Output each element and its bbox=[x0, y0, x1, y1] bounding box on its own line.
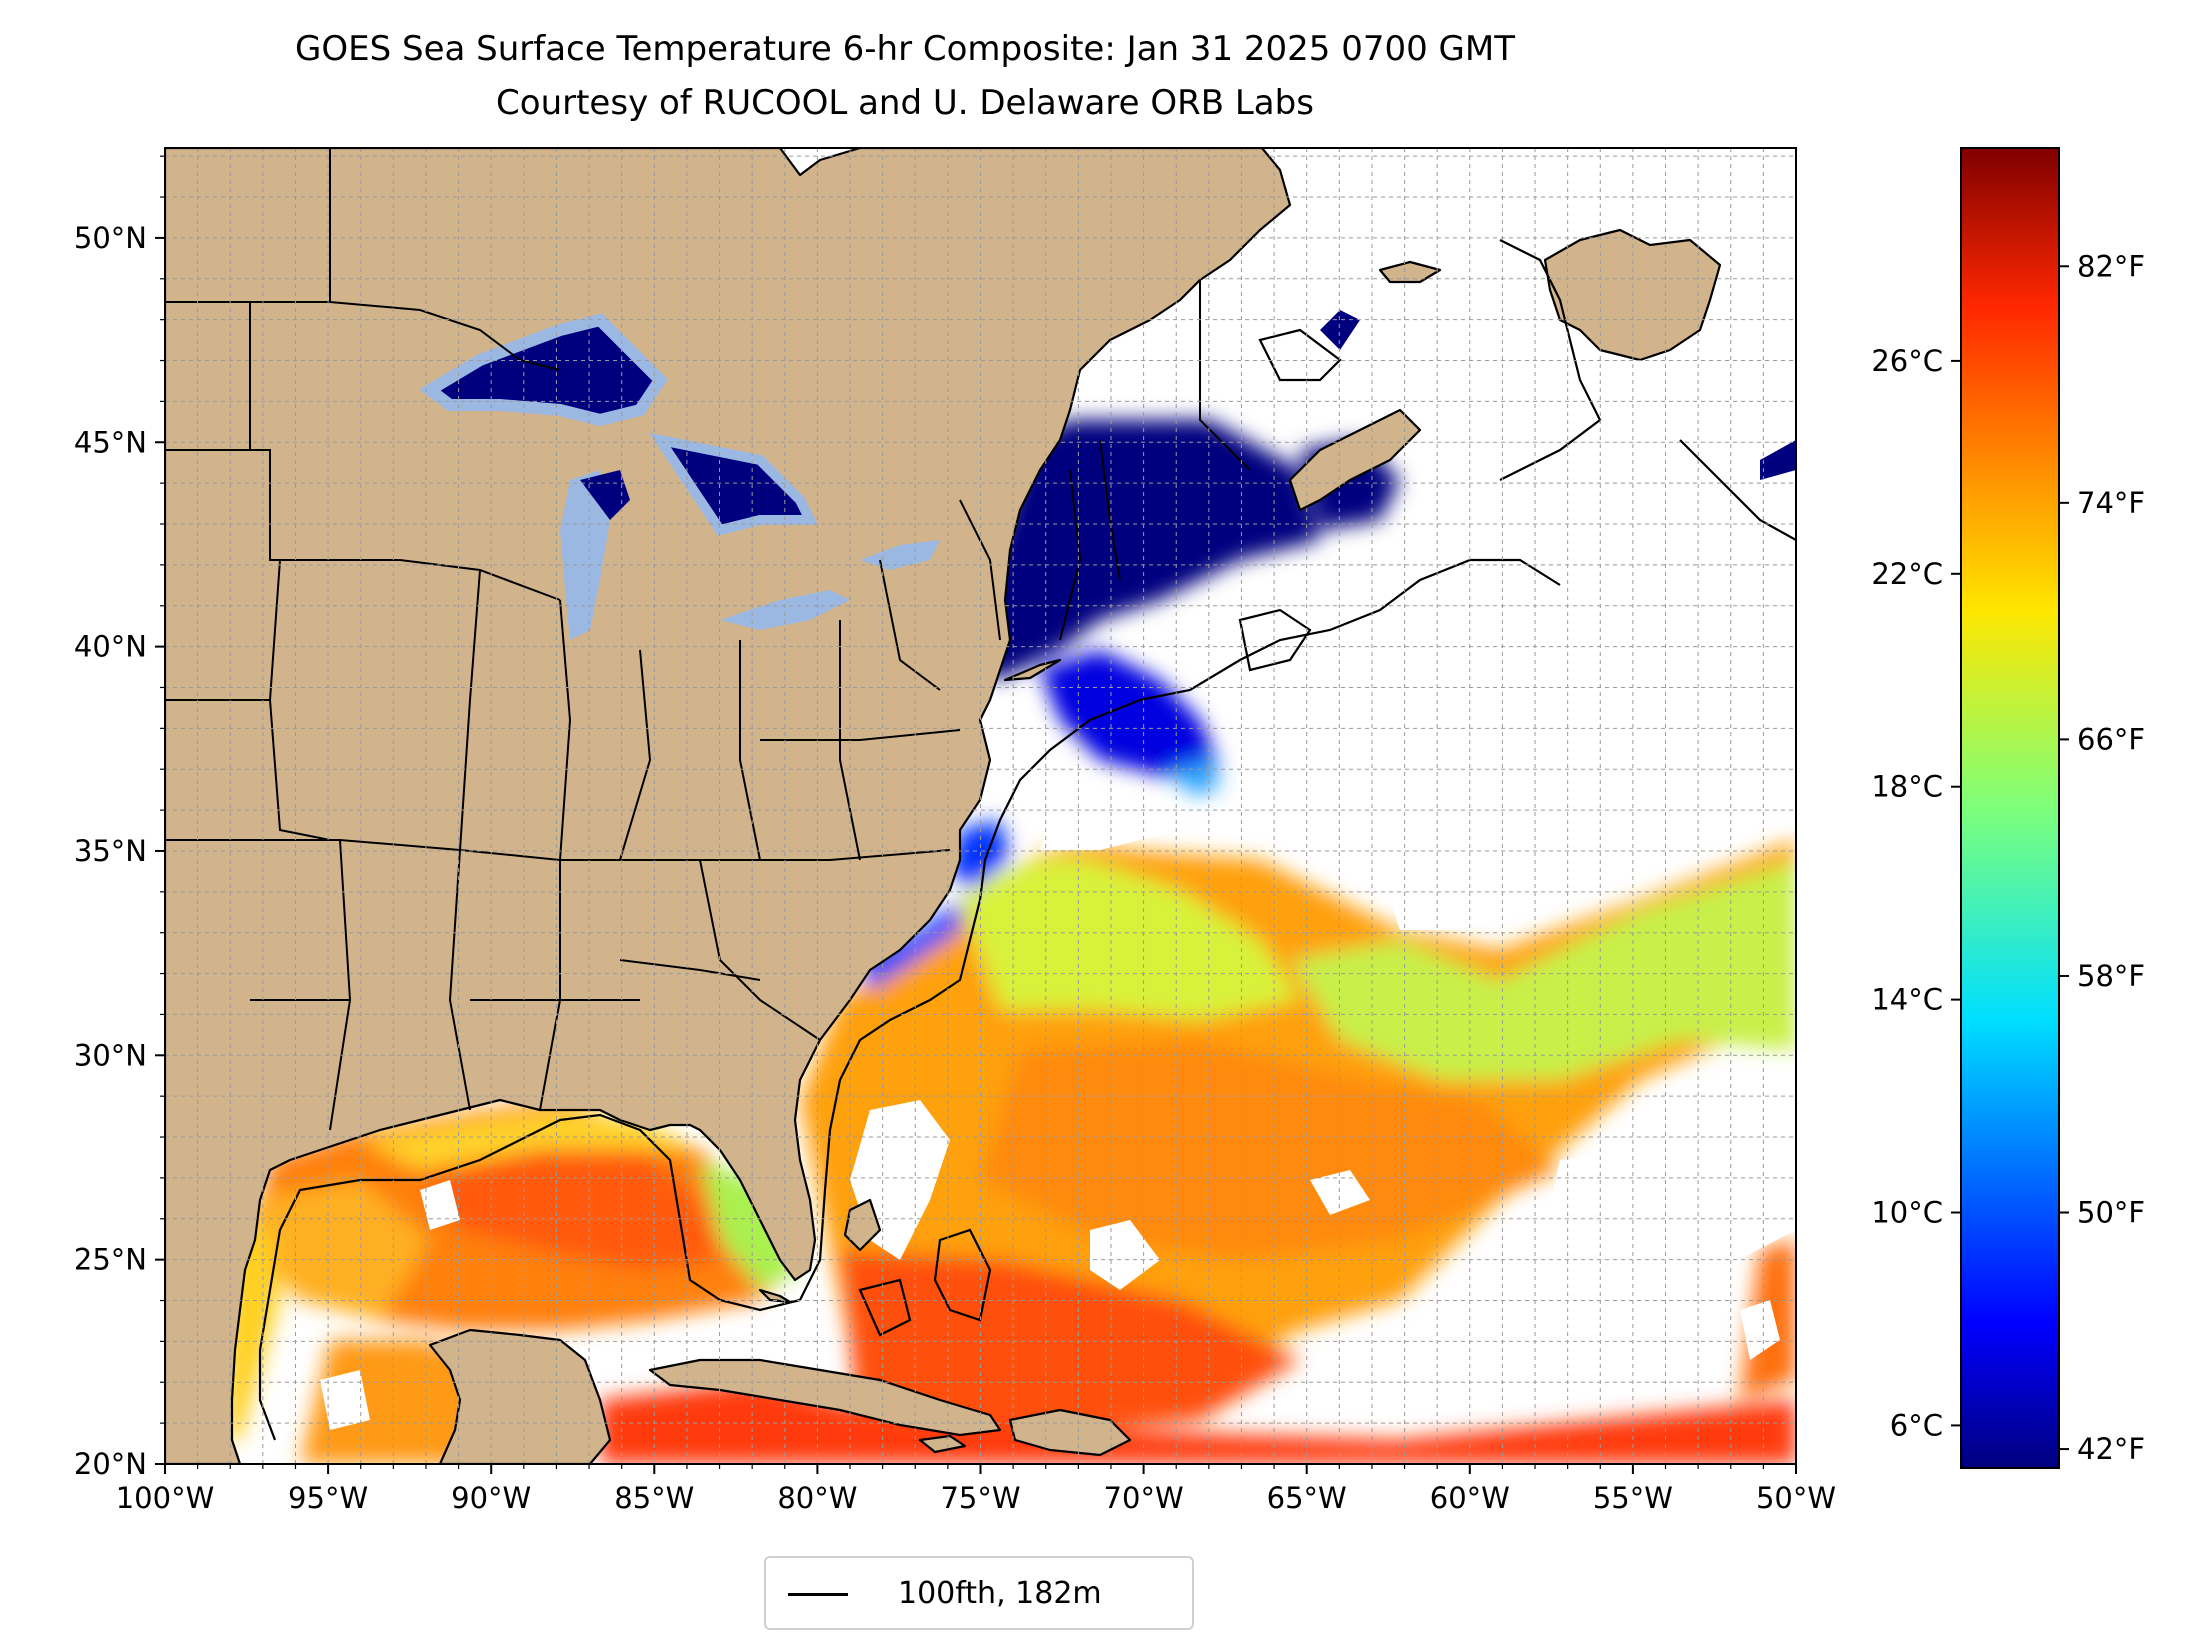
fahrenheit-tick-label: 42°F bbox=[2077, 1432, 2145, 1466]
political-boundaries bbox=[165, 148, 1251, 1131]
lake-michigan bbox=[560, 470, 610, 640]
colorbar-celsius-axis: 6°C 10°C 14°C 18°C 22°C 26°C bbox=[1871, 344, 1961, 1442]
celsius-tick-label: 10°C bbox=[1871, 1196, 1943, 1230]
temperature-colorbar bbox=[1960, 147, 2060, 1469]
longitude-tick-label: 85°W bbox=[614, 1481, 694, 1515]
fahrenheit-tick-label: 66°F bbox=[2077, 722, 2145, 756]
land-jamaica bbox=[918, 1434, 967, 1454]
celsius-tick-label: 18°C bbox=[1871, 770, 1943, 804]
lake-michigan-north bbox=[580, 470, 630, 520]
longitude-tick-label: 100°W bbox=[116, 1481, 215, 1515]
gulf-st-lawrence-cold-water-east bbox=[1760, 440, 1796, 480]
great-lakes bbox=[419, 313, 940, 640]
lat-lon-gridlines bbox=[165, 148, 1796, 1464]
land-hispaniola bbox=[1008, 1408, 1132, 1457]
land-north-america bbox=[165, 148, 1292, 1464]
latitude-tick-label: 35°N bbox=[74, 834, 147, 868]
latitude-tick-label: 20°N bbox=[74, 1447, 147, 1481]
map-title: GOES Sea Surface Temperature 6-hr Compos… bbox=[295, 29, 1515, 69]
celsius-tick-label: 22°C bbox=[1871, 557, 1943, 591]
land-yucatan bbox=[428, 1328, 612, 1464]
latitude-tick-label: 30°N bbox=[74, 1038, 147, 1072]
longitude-tick-label: 75°W bbox=[940, 1481, 1020, 1515]
celsius-tick-label: 26°C bbox=[1871, 344, 1943, 378]
latitude-tick-label: 50°N bbox=[74, 221, 147, 255]
latitude-axis: 20°N 25°N 30°N 35°N 40°N 45°N 50°N bbox=[74, 155, 165, 1481]
fahrenheit-tick-label: 82°F bbox=[2077, 249, 2145, 283]
latitude-tick-label: 45°N bbox=[74, 425, 147, 459]
latitude-tick-label: 25°N bbox=[74, 1243, 147, 1277]
fahrenheit-tick-label: 50°F bbox=[2077, 1196, 2145, 1230]
latitude-tick-label: 40°N bbox=[74, 630, 147, 664]
longitude-tick-label: 80°W bbox=[777, 1481, 857, 1515]
map-subtitle: Courtesy of RUCOOL and U. Delaware ORB L… bbox=[496, 83, 1314, 123]
longitude-tick-label: 70°W bbox=[1104, 1481, 1184, 1515]
fahrenheit-tick-label: 74°F bbox=[2077, 486, 2145, 520]
land-cuba bbox=[648, 1358, 1002, 1437]
land bbox=[165, 148, 1722, 1464]
land-bahamas bbox=[843, 1198, 882, 1252]
fahrenheit-tick-label: 58°F bbox=[2077, 959, 2145, 993]
longitude-tick-label: 55°W bbox=[1593, 1481, 1673, 1515]
longitude-tick-label: 95°W bbox=[288, 1481, 368, 1515]
longitude-axis: 100°W 95°W 90°W 85°W 80°W 75°W 70°W 65°W 60°W 55°… bbox=[116, 1464, 1836, 1515]
celsius-tick-label: 6°C bbox=[1890, 1408, 1943, 1442]
longitude-tick-label: 90°W bbox=[451, 1481, 531, 1515]
colorbar-fahrenheit-axis: 42°F 50°F 58°F 66°F 74°F 82°F bbox=[2059, 249, 2145, 1466]
longitude-tick-label: 60°W bbox=[1430, 1481, 1510, 1515]
legend-label: 100fth, 182m bbox=[898, 1576, 1102, 1611]
land-long-island bbox=[1003, 658, 1062, 682]
longitude-tick-label: 50°W bbox=[1756, 1481, 1836, 1515]
map-legend: 100fth, 182m bbox=[764, 1556, 1194, 1630]
sst-field bbox=[225, 420, 1796, 1464]
legend-line-swatch bbox=[788, 1593, 848, 1596]
celsius-tick-label: 14°C bbox=[1871, 983, 1943, 1017]
isobath-100fth bbox=[258, 239, 1796, 1441]
longitude-tick-label: 65°W bbox=[1267, 1481, 1347, 1515]
